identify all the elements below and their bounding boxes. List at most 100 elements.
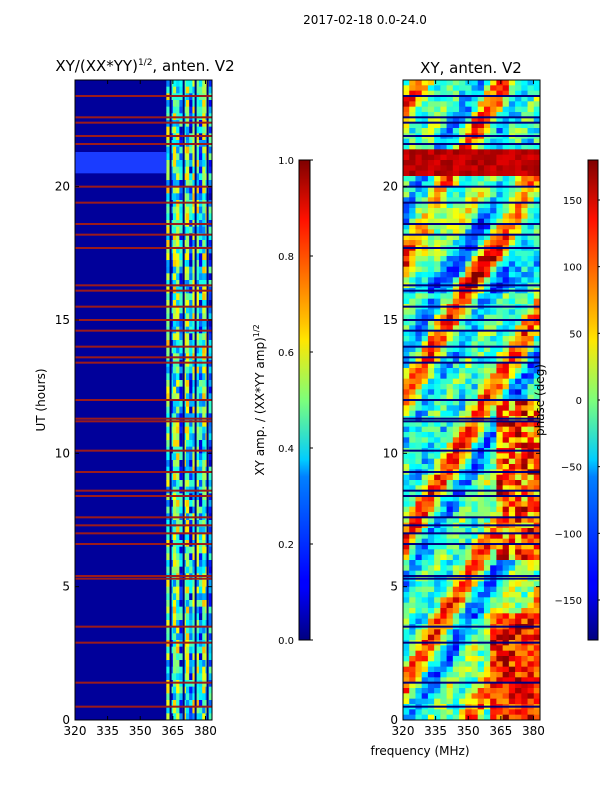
- phase-cell: [421, 90, 429, 97]
- phase-cell: [440, 533, 448, 540]
- phase-cell: [502, 298, 510, 305]
- phase-cell: [515, 218, 522, 225]
- phase-cell: [508, 464, 516, 470]
- phase-cell: [409, 192, 416, 198]
- phase-cell: [521, 442, 529, 449]
- phase-cell: [508, 330, 516, 337]
- phase-cell: [508, 90, 516, 97]
- amp-cell: [166, 500, 171, 508]
- amp-cell: [189, 480, 193, 488]
- amp-cell: [192, 700, 197, 708]
- phase-cell: [446, 400, 454, 406]
- amp-cell: [202, 226, 206, 234]
- phase-cell: [502, 565, 510, 572]
- phase-cell: [452, 112, 460, 118]
- phase-cell: [502, 122, 510, 129]
- phase-cell: [502, 682, 510, 689]
- amp-ytick-label: 20: [55, 180, 70, 194]
- amp-cell: [208, 260, 212, 268]
- phase-cell: [427, 410, 435, 417]
- phase-cell: [490, 128, 497, 134]
- phase-cell: [515, 565, 522, 572]
- phase-cell: [409, 634, 416, 641]
- phase-cell: [459, 176, 466, 182]
- phase-cell: [440, 554, 448, 561]
- phase-cell: [421, 240, 429, 246]
- amp-cell: [185, 260, 190, 268]
- phase-cell: [471, 586, 479, 593]
- phase-cell: [477, 378, 485, 385]
- phase-cell: [527, 682, 535, 689]
- amp-cell: [198, 546, 203, 554]
- phase-cell: [527, 85, 535, 92]
- phase-cell: [508, 346, 516, 353]
- phase-cell: [502, 672, 510, 678]
- phase-cell: [471, 112, 479, 118]
- phase-cell: [502, 544, 510, 550]
- phase-cell: [465, 453, 472, 460]
- phase-cell: [465, 426, 472, 433]
- amp-cell: [185, 393, 190, 401]
- amp-cell: [189, 580, 193, 588]
- amp-cell: [179, 400, 184, 408]
- phase-cell: [477, 698, 485, 705]
- phase-cell: [434, 90, 441, 97]
- phase-cell: [427, 570, 435, 577]
- phase-cell: [496, 400, 504, 406]
- phase-cell: [421, 96, 429, 102]
- phase-cell: [434, 490, 441, 497]
- amp-cell: [198, 340, 203, 348]
- amp-cell: [176, 473, 180, 481]
- phase-cell: [446, 346, 454, 353]
- phase-cell: [521, 688, 529, 694]
- phase-cell: [496, 373, 504, 380]
- phase-cell: [409, 677, 416, 684]
- phase-cell: [515, 224, 522, 230]
- amp-cell: [189, 400, 193, 408]
- phase-cell: [403, 261, 410, 268]
- phase-cell: [490, 554, 497, 561]
- phase-cell: [508, 512, 516, 518]
- phase-cell: [427, 160, 435, 166]
- phase-cell: [477, 229, 485, 236]
- amp-cell: [189, 126, 193, 134]
- phase-cell: [502, 474, 510, 481]
- phase-cell: [533, 608, 540, 614]
- phase-cell: [533, 314, 540, 321]
- phase-cell: [527, 101, 535, 108]
- phase-cell: [483, 154, 491, 161]
- phase-cell: [465, 661, 472, 668]
- phase-cell: [446, 394, 454, 401]
- phase-cell: [527, 138, 535, 145]
- phase-cell: [477, 218, 485, 225]
- phase-cell: [452, 661, 460, 668]
- phase-cell: [502, 645, 510, 652]
- amp-cell: [176, 613, 180, 621]
- phase-cell: [465, 512, 472, 518]
- phase-cell: [477, 346, 485, 353]
- phase-cell: [427, 192, 435, 198]
- phase-cell: [459, 192, 466, 198]
- phase-cell: [496, 634, 504, 641]
- amp-cell: [195, 546, 200, 554]
- phase-cell: [421, 106, 429, 113]
- phase-cell: [496, 442, 504, 449]
- phase-cell: [459, 394, 466, 401]
- phase-cell: [521, 90, 529, 97]
- phase-cell: [521, 346, 529, 353]
- phase-cell: [421, 592, 429, 598]
- phase-cell: [434, 666, 441, 673]
- amp-cell: [166, 373, 171, 381]
- amp-cell: [185, 426, 190, 434]
- phase-cell: [477, 170, 485, 177]
- amp-cell: [208, 473, 212, 481]
- phase-cell: [521, 293, 529, 300]
- phase-cell: [434, 362, 441, 369]
- phase-cell: [452, 682, 460, 689]
- phase-cell: [508, 682, 516, 689]
- amp-cell: [189, 373, 193, 381]
- phase-cell: [427, 138, 435, 145]
- amp-cell: [172, 433, 177, 441]
- phase-cell: [427, 85, 435, 92]
- amp-frame: [74, 79, 213, 721]
